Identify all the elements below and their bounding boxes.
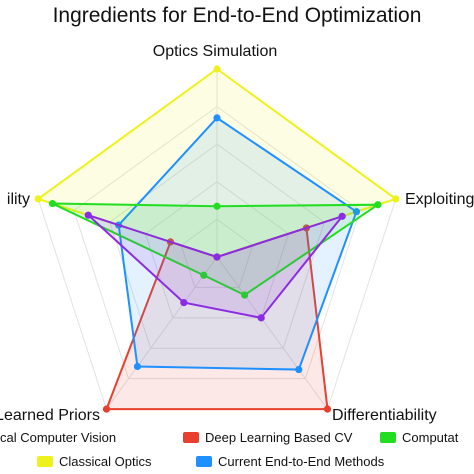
legend-label-computat: Computat bbox=[402, 430, 459, 445]
data-point-computat-1 bbox=[213, 202, 221, 210]
legend-swatch-computat bbox=[380, 432, 396, 443]
legend-label-deep-learning-based-cv: Deep Learning Based CV bbox=[205, 430, 353, 445]
legend-label-cal-computer-vision: cal Computer Vision bbox=[0, 430, 116, 445]
data-point-classical-optics-1 bbox=[213, 65, 221, 73]
legend-item-deep-learning-based-cv: Deep Learning Based CV bbox=[183, 430, 353, 445]
data-point-current-end-to-end-methods-2 bbox=[352, 208, 361, 216]
grid-ring-3 bbox=[109, 143, 325, 349]
data-point-current-end-to-end-methods-3 bbox=[295, 365, 303, 374]
axis-label-differentiability: Differentiability bbox=[332, 407, 437, 424]
data-point-classical-optics-5 bbox=[34, 195, 42, 203]
chart-title: Ingredients for End-to-End Optimization bbox=[53, 4, 422, 27]
data-point-computat-5 bbox=[48, 199, 57, 208]
grid-ring-2 bbox=[144, 181, 290, 319]
data-point-cal-computer-vision-5 bbox=[84, 211, 92, 219]
legend-label-classical-optics: Classical Optics bbox=[59, 454, 152, 469]
legend-swatch-classical-optics bbox=[37, 456, 53, 467]
axis-label-learned-priors: Learned Priors bbox=[0, 407, 100, 424]
data-point-computat-3 bbox=[241, 291, 249, 299]
legend-swatch-current-end-to-end-methods bbox=[196, 456, 212, 467]
data-point-cal-computer-vision-3 bbox=[257, 314, 265, 322]
radar-series bbox=[34, 65, 400, 413]
data-point-current-end-to-end-methods-1 bbox=[213, 114, 221, 122]
series-computat bbox=[48, 199, 382, 299]
legend-item-classical-optics: Classical Optics bbox=[37, 454, 152, 469]
grid-spoke-4 bbox=[106, 256, 218, 410]
data-point-cal-computer-vision-2 bbox=[338, 212, 346, 220]
data-point-cal-computer-vision-4 bbox=[180, 299, 188, 307]
data-point-computat-4 bbox=[200, 271, 208, 279]
axis-label-optics-simulation: Optics Simulation bbox=[153, 43, 278, 60]
series-line-computat bbox=[52, 202, 382, 297]
data-point-computat-2 bbox=[374, 201, 382, 209]
axis-label-ility: ility bbox=[7, 191, 30, 208]
grid-ring-1 bbox=[180, 218, 254, 288]
legend-item-computat: Computat bbox=[380, 430, 459, 445]
series-line-cal-computer-vision bbox=[87, 214, 346, 319]
grid-spoke-3 bbox=[216, 256, 328, 410]
data-point-classical-optics-2 bbox=[392, 195, 400, 203]
legend: cal Computer Vision Deep Learning Based C… bbox=[0, 430, 459, 469]
grid-ring-4 bbox=[73, 105, 361, 380]
data-point-cal-computer-vision-1 bbox=[213, 253, 221, 261]
data-point-deep-learning-based-cv-4 bbox=[102, 405, 111, 413]
legend-swatch-deep-learning-based-cv bbox=[183, 432, 199, 443]
series-line-current-end-to-end-methods bbox=[117, 116, 358, 371]
legend-label-current-end-to-end-methods: Current End-to-End Methods bbox=[218, 454, 385, 469]
legend-item-cal-computer-vision: cal Computer Vision bbox=[0, 430, 116, 445]
data-point-current-end-to-end-methods-4 bbox=[133, 362, 142, 371]
legend-item-current-end-to-end-methods: Current End-to-End Methods bbox=[196, 454, 385, 469]
series-current-end-to-end-methods bbox=[115, 114, 361, 374]
data-point-deep-learning-based-cv-3 bbox=[323, 405, 332, 413]
axis-label-exploiting: Exploiting bbox=[405, 191, 474, 208]
series-cal-computer-vision bbox=[84, 211, 346, 322]
